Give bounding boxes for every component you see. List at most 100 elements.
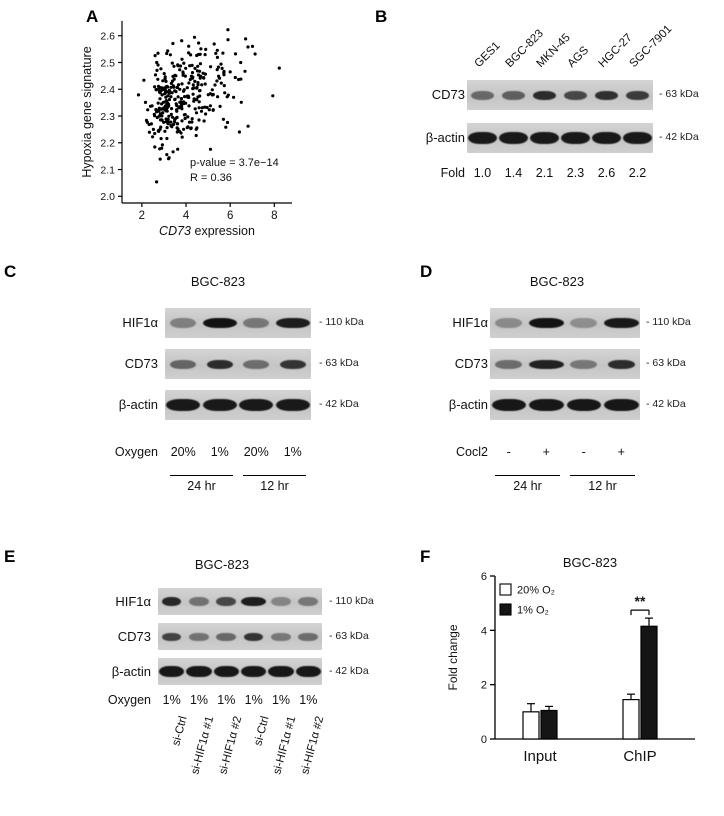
blot-strip [467, 80, 653, 110]
panel-d: D BGC-823 HIF1α - 110 kDa CD73 - 63 kDa β-act… [420, 258, 724, 513]
blot-band [243, 359, 270, 369]
blot-band [295, 666, 321, 677]
blot-band [243, 318, 270, 328]
blot-band [604, 318, 639, 328]
panel-a: A 2 4 6 8 2.0 2.1 2.2 2.3 2.4 2.5 2.6 Hypoxia gene … [80, 5, 322, 255]
blot-band [471, 90, 494, 100]
blot-band [170, 359, 197, 369]
group-underline [495, 475, 560, 476]
blot-band [499, 132, 528, 144]
kda-marker: - 42 kDa [646, 398, 686, 410]
condition-value: - [581, 445, 586, 459]
blot-band [202, 318, 237, 328]
y-tick-label: 2.6 [100, 31, 115, 43]
r-annotation: R = 0.36 [190, 172, 232, 184]
condition-value: + [617, 445, 625, 459]
condition-value: 20% [170, 445, 196, 459]
bar [640, 625, 658, 740]
blot-band [206, 359, 233, 369]
blot-band [564, 90, 587, 100]
condition-value: 20% [243, 445, 269, 459]
blot-band [271, 597, 291, 606]
legend-swatch [499, 603, 512, 616]
legend: 20% O₂ 1% O₂ [499, 583, 555, 617]
lane-label: si-HIF1α #1 [271, 715, 299, 776]
bar [540, 709, 558, 740]
blot-band [213, 666, 239, 677]
bars [522, 625, 658, 740]
protein-label: β-actin [118, 397, 158, 412]
blot-band [189, 597, 209, 606]
panel-e: E BGC-823 HIF1α - 110 kDa CD73 - 63 kDa β-act… [0, 543, 380, 816]
scatter-plot: 2 4 6 8 2.0 2.1 2.2 2.3 2.4 2.5 2.6 Hypoxia gene si… [80, 21, 292, 238]
blot-band [268, 666, 294, 677]
blot-band [241, 597, 267, 606]
group-underline [570, 475, 635, 476]
blot-band [570, 359, 598, 369]
fold-value: 2.3 [566, 166, 585, 180]
condition-value: 1% [189, 693, 209, 707]
blot-strip [467, 123, 653, 153]
panel-b: B GES1 BGC-823 MKN-45 AGS HGC-27 SGC-7901 CD73… [375, 5, 724, 210]
x-tick-label: 6 [227, 210, 233, 222]
blot-title: BGC-823 [194, 557, 250, 572]
protein-label: β-actin [425, 130, 465, 145]
blot-band [502, 90, 525, 100]
blot-band [243, 632, 264, 641]
legend-label: 20% O₂ [517, 585, 555, 597]
y-tick-label: 2.2 [100, 138, 115, 150]
lane-label: si-Ctrl [169, 715, 190, 748]
x-axis-label: CD73 expression [159, 224, 255, 238]
blot-band [166, 399, 201, 411]
protein-label: HIF1α [452, 315, 488, 330]
bar-chart: BGC-823 0 2 4 6 Fold change Input ChIP 20% O₂ 1% … [446, 555, 695, 765]
y-tick-label: 6 [481, 571, 487, 583]
blot-title: BGC-823 [529, 274, 585, 289]
fold-value: 1.0 [473, 166, 492, 180]
blot-band [298, 632, 319, 641]
condition-label: Oxygen [107, 693, 151, 707]
blot-band [623, 132, 652, 144]
protein-label: CD73 [124, 356, 158, 371]
kda-marker: - 42 kDa [329, 664, 369, 677]
axes: 0 2 4 6 [481, 571, 695, 746]
y-tick-label: 2.3 [100, 111, 115, 123]
protein-label: β-actin [448, 397, 488, 412]
lane-label: HGC-27 [596, 31, 635, 70]
protein-label: CD73 [454, 356, 488, 371]
panel-a-label: A [86, 7, 99, 26]
blot-band [495, 359, 523, 369]
condition-value: 1% [210, 445, 229, 459]
condition-value: 1% [217, 693, 236, 707]
panel-b-label: B [375, 7, 388, 26]
group-label: 24 hr [513, 479, 542, 493]
protein-label: β-actin [111, 663, 151, 679]
panel-d-label: D [420, 262, 433, 281]
lane-label: SGC-7901 [627, 23, 675, 71]
condition-value: + [542, 445, 550, 459]
blot-band [161, 632, 182, 641]
y-tick-label: 2.5 [100, 57, 115, 69]
kda-marker: - 63 kDa [646, 357, 686, 369]
kda-marker: - 42 kDa [319, 398, 359, 410]
condition-value: - [506, 445, 511, 459]
y-tick-label: 2.0 [100, 191, 115, 203]
y-axis-label: Fold change [446, 624, 460, 690]
blot-band [216, 597, 237, 606]
fold-value: 2.6 [597, 166, 616, 180]
blot-band [186, 666, 212, 677]
blot-band [570, 318, 598, 328]
fold-value: 1.4 [504, 166, 523, 180]
x-category-label: Input [523, 748, 557, 765]
lane-label: GES1 [472, 39, 503, 70]
fold-label: Fold [440, 166, 465, 180]
kda-marker: - 63 kDa [319, 357, 359, 369]
blot-band [202, 399, 237, 411]
blot-band [216, 632, 237, 641]
blot-strip [165, 308, 311, 338]
panel-f: F BGC-823 0 2 4 6 Fold change Input ChIP 20% O₂ 1… [420, 543, 724, 816]
blot-band [239, 399, 274, 411]
condition-value: 1% [244, 693, 263, 707]
blot-band [468, 132, 497, 144]
blot-band [529, 359, 564, 369]
